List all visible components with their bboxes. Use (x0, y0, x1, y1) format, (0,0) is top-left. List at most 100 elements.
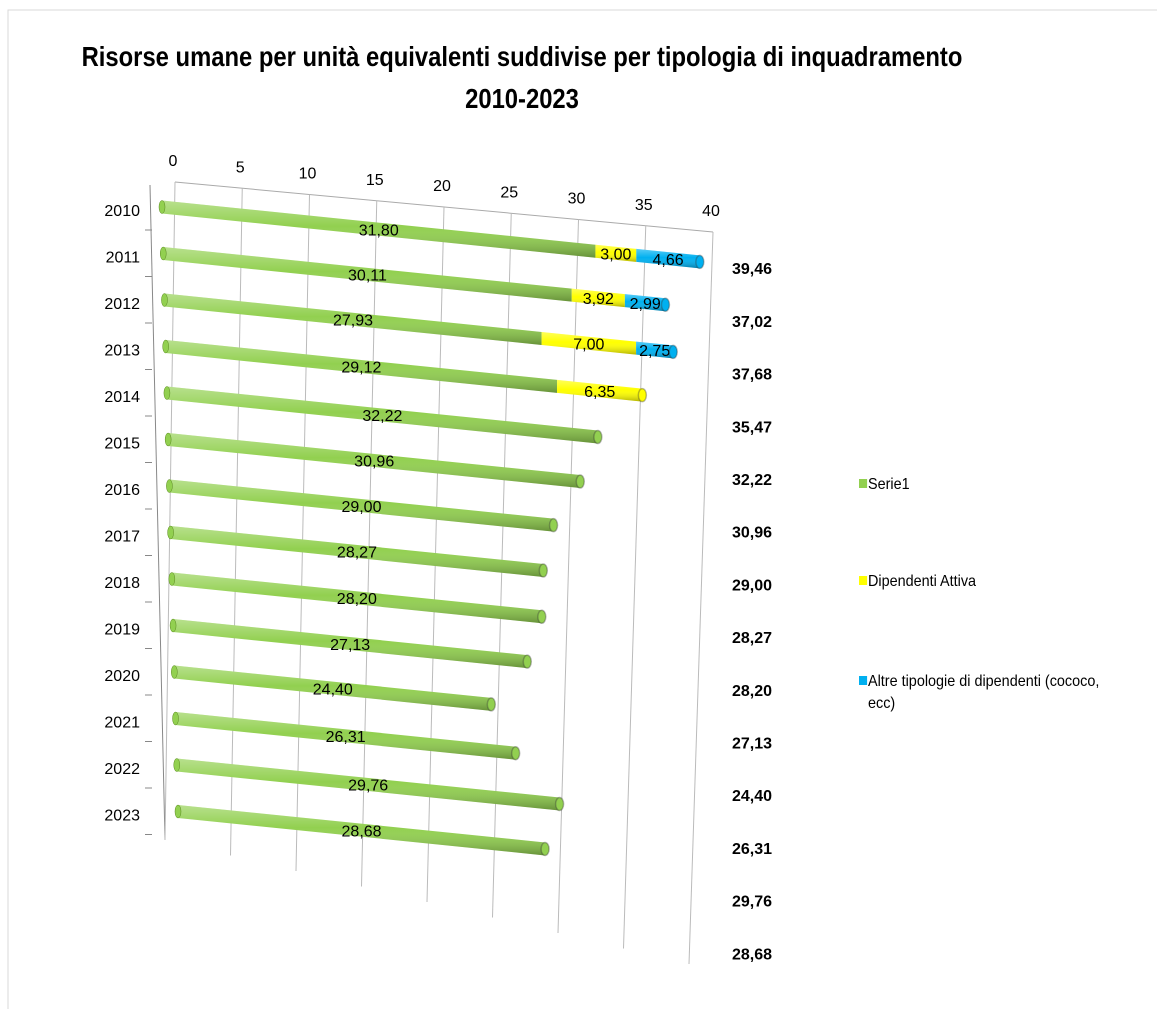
bar-shade (178, 805, 546, 856)
x-tick-label: 10 (299, 166, 317, 183)
bar-cap (173, 758, 181, 772)
y-tick-label: 2018 (104, 575, 140, 592)
y-tick-label: 2015 (104, 436, 140, 453)
bar-cap (486, 697, 497, 712)
bar-shade (168, 433, 581, 489)
total-label: 35,47 (732, 419, 772, 436)
total-label: 24,40 (732, 788, 772, 805)
x-tick-label: 0 (169, 153, 178, 170)
frame (7, 9, 1157, 1009)
legend-item: Serie1 (859, 474, 1120, 496)
grid-line (164, 181, 176, 841)
bar-shade (174, 665, 492, 711)
y-tick-label: 2012 (104, 296, 140, 313)
bar-shade (173, 619, 528, 669)
x-tick-label: 20 (433, 178, 451, 195)
bar-cap (164, 432, 172, 447)
data-label: 24,40 (313, 681, 353, 698)
data-label: 3,92 (583, 291, 614, 308)
bar-cap (538, 563, 549, 578)
y-tick-label: 2016 (104, 482, 140, 499)
bar-cap (554, 796, 565, 812)
bar-cap (593, 429, 603, 445)
bar-shade (541, 331, 637, 355)
bar-shade (162, 200, 596, 258)
y-tick-label: 2010 (104, 203, 140, 220)
bar-cap (159, 246, 167, 261)
data-label: 30,96 (354, 454, 394, 471)
y-tick-label: 2019 (104, 622, 140, 639)
data-label: 28,68 (342, 823, 382, 840)
bar-cap (660, 297, 671, 312)
data-label: 2,99 (630, 296, 661, 313)
total-label: 32,22 (732, 472, 772, 489)
bar-shade (636, 341, 674, 359)
data-label: 28,27 (337, 545, 377, 562)
total-label: 30,96 (732, 525, 772, 542)
data-label: 30,11 (348, 268, 387, 285)
bar-cap (548, 517, 559, 533)
total-label: 29,76 (732, 894, 772, 911)
bar-shade (176, 758, 560, 811)
total-label: 37,68 (732, 367, 772, 384)
bar-cap (172, 711, 179, 726)
data-label: 29,12 (341, 360, 381, 377)
data-label: 32,22 (362, 408, 402, 425)
data-label: 26,31 (326, 729, 366, 746)
y-tick-label: 2021 (104, 715, 140, 732)
bar-shade (624, 294, 666, 312)
bar-cap (540, 841, 550, 857)
bar-cap (522, 654, 533, 669)
data-label: 7,00 (573, 337, 604, 354)
bar-cap (510, 745, 521, 761)
bar-cap (169, 618, 177, 633)
y-tick-label: 2022 (104, 761, 140, 778)
grid-line (557, 219, 579, 934)
bar-cap (166, 479, 173, 493)
x-tick-label: 30 (568, 191, 586, 208)
bar-cap (171, 665, 178, 679)
total-label: 28,27 (732, 630, 772, 647)
bar-cap (575, 474, 586, 489)
bar-shade (165, 340, 558, 393)
data-label: 27,93 (333, 312, 373, 329)
total-label: 37,02 (732, 314, 772, 331)
bar-shade (164, 293, 542, 345)
legend-label: Altre tipologie di dipendenti (cococo, e… (868, 673, 1100, 712)
bar-cap (168, 572, 176, 586)
grid-line (230, 188, 243, 856)
legend-item: Dipendenti Attiva (859, 571, 1120, 593)
total-label: 26,31 (732, 841, 772, 858)
data-label: 6,35 (584, 384, 615, 401)
x-tick-label: 40 (702, 203, 720, 220)
bar-cap (158, 200, 166, 214)
legend-swatch (859, 676, 868, 685)
bar-shade (169, 479, 554, 532)
y-tick-label: 2013 (104, 343, 140, 360)
y-tick-label: 2020 (104, 668, 140, 685)
data-label: 4,66 (653, 252, 684, 269)
grid-line (623, 225, 647, 949)
chart-title: Risorse umane per unità equivalenti sudd… (81, 41, 963, 114)
data-label: 29,00 (341, 499, 381, 516)
data-label: 3,00 (600, 247, 631, 264)
bar-cap (163, 386, 171, 400)
data-label: 29,76 (348, 778, 388, 795)
legend-swatch (859, 479, 868, 488)
y-tick-label: 2023 (104, 808, 140, 825)
data-label: 31,80 (359, 222, 399, 239)
bar-cap (167, 525, 174, 540)
bar-shade (163, 247, 572, 302)
y-tick-label: 2017 (104, 529, 140, 546)
legend-label: Serie1 (868, 476, 910, 493)
legend-label: Dipendenti Attiva (868, 573, 977, 590)
bar-shade (557, 379, 643, 402)
x-tick-label: 35 (635, 197, 653, 214)
bar-shade (175, 712, 516, 760)
data-label: 27,13 (330, 637, 370, 654)
bar-cap (162, 339, 169, 354)
y-tick-label: 2014 (104, 389, 140, 406)
x-tick-label: 15 (366, 172, 384, 189)
